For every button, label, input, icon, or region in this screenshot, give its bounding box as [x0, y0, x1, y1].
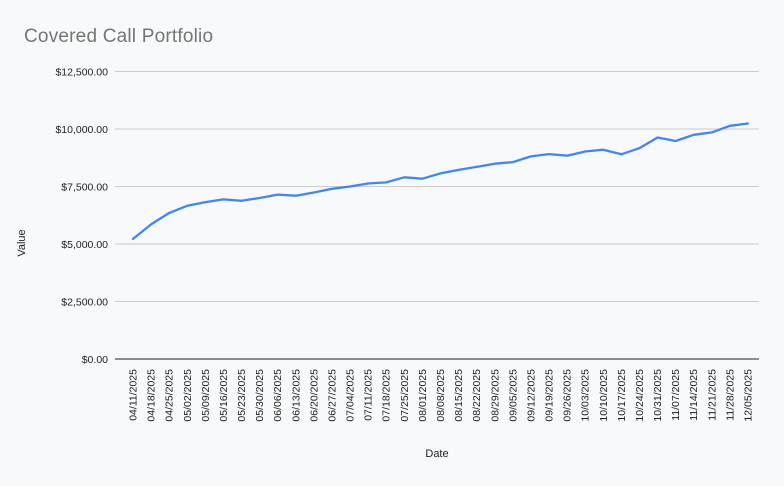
x-tick-label: 05/02/2025: [182, 369, 194, 422]
x-tick-label: 05/16/2025: [218, 369, 230, 422]
y-tick-label: $7,500.00: [61, 181, 108, 193]
x-tick-label: 10/24/2025: [634, 369, 646, 422]
x-tick-label: 04/11/2025: [128, 369, 140, 421]
y-tick-label: $2,500.00: [61, 296, 108, 308]
chart-title: Covered Call Portfolio: [24, 26, 214, 47]
x-tick-label: 09/19/2025: [544, 369, 556, 422]
x-tick-label: 06/20/2025: [308, 369, 320, 422]
x-tick-label: 10/10/2025: [598, 369, 610, 422]
y-tick-label: $10,000.00: [55, 124, 108, 136]
x-tick-label: 06/06/2025: [272, 369, 284, 422]
y-tick-label: $5,000.00: [61, 239, 108, 251]
x-tick-label: 10/31/2025: [652, 369, 664, 422]
x-tick-label: 07/25/2025: [399, 369, 411, 422]
y-tick-label: $12,500.00: [55, 66, 108, 78]
x-tick-label: 05/23/2025: [236, 369, 248, 422]
x-tick-label: 11/14/2025: [688, 369, 700, 421]
x-tick-label: 08/15/2025: [453, 369, 465, 422]
x-tick-label: 09/12/2025: [525, 369, 537, 422]
x-tick-label: 07/11/2025: [363, 369, 375, 421]
x-tick-label: 11/07/2025: [670, 369, 682, 421]
x-tick-label: 12/05/2025: [743, 369, 755, 422]
x-tick-label: 10/17/2025: [616, 369, 628, 422]
x-axis-title: Date: [425, 448, 449, 460]
x-tick-label: 08/01/2025: [417, 369, 429, 422]
x-tick-label: 04/18/2025: [146, 369, 158, 422]
x-tick-label: 05/09/2025: [200, 369, 212, 422]
x-tick-label: 05/30/2025: [254, 369, 266, 422]
y-tick-label: $0.00: [82, 354, 108, 366]
x-tick-label: 08/08/2025: [435, 369, 447, 422]
x-tick-label: 08/22/2025: [471, 369, 483, 422]
x-tick-label: 07/18/2025: [381, 369, 393, 422]
x-tick-label: 08/29/2025: [489, 369, 501, 422]
x-tick-label: 04/25/2025: [164, 369, 176, 422]
x-tick-label: 09/26/2025: [562, 369, 574, 422]
series-line: [131, 122, 750, 241]
x-tick-label: 06/27/2025: [326, 369, 338, 422]
x-tick-label: 10/03/2025: [580, 369, 592, 422]
x-tick-label: 06/13/2025: [290, 369, 302, 422]
x-tick-label: 11/21/2025: [706, 369, 718, 421]
x-tick-label: 09/05/2025: [507, 369, 519, 422]
x-tick-label: 07/04/2025: [345, 369, 357, 422]
x-tick-label: 11/28/2025: [724, 369, 736, 421]
